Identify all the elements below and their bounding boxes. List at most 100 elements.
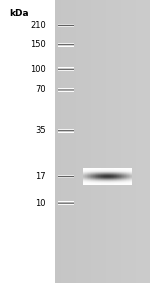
Bar xyxy=(121,184,122,185)
Bar xyxy=(108,178,109,179)
Bar xyxy=(118,178,119,179)
Bar xyxy=(106,183,107,184)
Bar xyxy=(88,170,89,171)
Bar xyxy=(90,176,91,177)
Bar xyxy=(122,170,123,171)
Bar xyxy=(85,174,86,175)
Bar xyxy=(108,175,109,176)
Bar xyxy=(102,168,103,169)
Bar xyxy=(122,171,123,172)
Bar xyxy=(119,168,120,169)
Bar xyxy=(89,182,90,183)
Bar xyxy=(97,179,98,180)
Bar xyxy=(129,177,130,178)
Bar xyxy=(94,176,95,177)
Bar xyxy=(113,168,114,169)
Bar xyxy=(126,172,127,173)
Bar xyxy=(116,174,117,175)
Bar xyxy=(117,178,118,179)
Bar xyxy=(123,182,124,183)
Bar xyxy=(102,176,103,177)
Bar xyxy=(109,171,110,172)
Bar xyxy=(107,183,108,184)
Bar xyxy=(109,170,110,171)
Bar xyxy=(121,173,122,174)
Bar xyxy=(83,182,84,183)
Bar xyxy=(109,176,110,177)
Bar xyxy=(96,169,97,170)
Bar xyxy=(103,179,104,180)
Bar xyxy=(109,183,110,184)
Bar xyxy=(88,172,89,173)
Bar xyxy=(113,183,114,184)
Bar xyxy=(103,184,104,185)
Bar xyxy=(92,174,93,175)
Bar xyxy=(87,178,88,179)
Bar xyxy=(94,168,95,169)
Bar xyxy=(120,176,121,177)
Bar xyxy=(125,173,126,174)
Bar xyxy=(94,178,95,179)
Bar xyxy=(120,171,121,172)
Text: kDa: kDa xyxy=(10,9,29,18)
Bar xyxy=(125,171,126,172)
Bar xyxy=(129,173,130,174)
Bar xyxy=(128,169,129,170)
Bar xyxy=(131,169,132,170)
Bar xyxy=(122,172,123,173)
Bar xyxy=(117,183,118,184)
Bar xyxy=(119,176,120,177)
Bar xyxy=(102,179,103,180)
Bar xyxy=(87,183,88,184)
Bar xyxy=(92,172,93,173)
Bar xyxy=(85,172,86,173)
Bar xyxy=(124,178,125,179)
Bar xyxy=(126,178,127,179)
Bar xyxy=(84,179,85,180)
Bar xyxy=(99,168,100,169)
Bar xyxy=(120,180,121,181)
Bar xyxy=(100,172,101,173)
Bar xyxy=(115,179,116,180)
Bar xyxy=(95,179,96,180)
Bar xyxy=(99,172,100,173)
Bar xyxy=(83,177,84,178)
Bar xyxy=(108,171,109,172)
Bar xyxy=(94,184,95,185)
Bar xyxy=(121,170,122,171)
Bar xyxy=(90,178,91,179)
Bar xyxy=(95,170,96,171)
Bar xyxy=(89,177,90,178)
Bar xyxy=(120,183,121,184)
Bar xyxy=(83,168,84,169)
Bar xyxy=(84,173,85,174)
Bar xyxy=(108,170,109,171)
Bar xyxy=(84,168,85,169)
Bar xyxy=(98,171,99,172)
Bar xyxy=(93,182,94,183)
Bar xyxy=(125,182,126,183)
Bar xyxy=(128,175,129,176)
Bar xyxy=(84,181,85,182)
Bar xyxy=(93,173,94,174)
Bar xyxy=(106,176,107,177)
Bar xyxy=(107,177,108,178)
Bar xyxy=(103,168,104,169)
Bar xyxy=(110,170,111,171)
Bar xyxy=(96,174,97,175)
Bar xyxy=(130,176,131,177)
Bar xyxy=(96,184,97,185)
Bar xyxy=(118,184,119,185)
Bar xyxy=(86,168,87,169)
Bar xyxy=(93,171,94,172)
Bar xyxy=(112,179,113,180)
Bar xyxy=(116,179,117,180)
Bar xyxy=(97,174,98,175)
Bar xyxy=(90,172,91,173)
Bar xyxy=(120,172,121,173)
Bar xyxy=(102,177,103,178)
Bar xyxy=(101,181,102,182)
Bar xyxy=(90,177,91,178)
Bar xyxy=(119,170,120,171)
Bar xyxy=(129,180,130,181)
